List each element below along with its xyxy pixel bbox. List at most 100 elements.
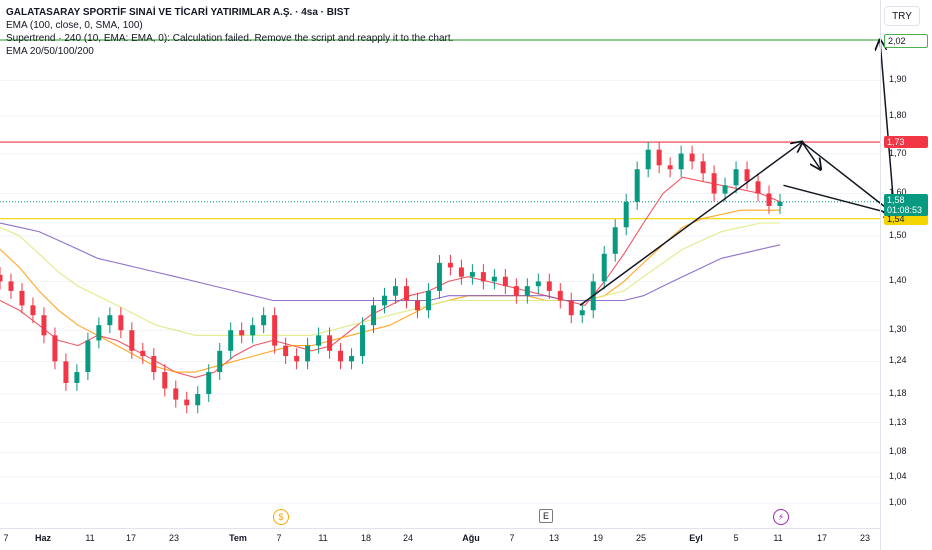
x-tick-label: 19: [592, 533, 604, 543]
candle-body: [425, 290, 431, 311]
x-tick-label: 7: [3, 533, 9, 543]
x-tick-label: 11: [318, 533, 328, 543]
candle-body: [513, 286, 519, 296]
series-line-ema-50: [0, 209, 780, 373]
candle-body: [568, 300, 574, 316]
candle-body: [206, 372, 212, 395]
x-tick-label: Ağu: [462, 533, 480, 543]
candle-body: [294, 356, 300, 362]
candle-body: [667, 165, 673, 170]
indicator-supertrend-label[interactable]: Supertrend · 240 (10, EMA: EMA, 0): Calc…: [6, 33, 454, 44]
candle-body: [63, 361, 69, 383]
candle-body: [19, 290, 25, 306]
candle-body: [689, 153, 695, 162]
candle-body: [557, 290, 563, 301]
candle-body: [0, 274, 3, 282]
candle-body: [217, 350, 223, 373]
y-tick-label: 1,80: [889, 109, 907, 120]
candle-body: [403, 286, 409, 301]
x-tick-label: 24: [402, 533, 414, 543]
x-tick-label: Eyl: [689, 533, 703, 543]
candle-body: [195, 394, 201, 406]
y-tick-label: 1,00: [889, 497, 907, 507]
candle-body: [382, 295, 388, 306]
price-axis-divider: [880, 0, 881, 550]
y-tick-label: 1,04: [889, 471, 907, 482]
candle-body: [678, 153, 684, 170]
candle-body: [546, 281, 552, 291]
indicator-ema-multi-label[interactable]: EMA 20/50/100/200: [6, 46, 94, 57]
candle-body: [535, 281, 541, 287]
candle-body: [74, 372, 80, 383]
candle-body: [414, 300, 420, 311]
candle-body: [272, 315, 278, 346]
x-tick-label: 23: [859, 533, 871, 543]
candle-body: [623, 201, 629, 228]
candle-body: [371, 305, 377, 326]
candle-body: [579, 310, 585, 316]
candle-body: [436, 262, 442, 291]
candle-body: [491, 276, 497, 282]
candle-body: [612, 227, 618, 254]
candle-body: [85, 340, 91, 373]
candle-body: [151, 356, 157, 373]
candle-body: [305, 345, 311, 362]
x-tick-label: Haz: [34, 533, 52, 543]
candle-body: [30, 305, 36, 316]
candle-body: [8, 281, 14, 291]
x-tick-label: 17: [125, 533, 137, 543]
candle-body: [744, 169, 750, 182]
candle-body: [140, 350, 146, 357]
candle-body: [173, 388, 179, 400]
x-tick-label: Tem: [229, 533, 247, 543]
indicator-ema-label[interactable]: EMA (100, close, 0, SMA, 100): [6, 20, 143, 31]
symbol-title: GALATASARAY SPORTİF SINAİ VE TİCARİ YATI…: [6, 7, 350, 18]
candle-body: [524, 286, 530, 296]
trend-arrow: [880, 40, 896, 215]
currency-button[interactable]: TRY: [884, 6, 920, 26]
candle-body: [777, 201, 783, 206]
series-line-ema-20: [0, 176, 781, 379]
price-level-tag: 1,73: [884, 136, 928, 149]
candle-body: [392, 286, 398, 296]
x-tick-label: 23: [168, 533, 180, 543]
candle-body: [656, 149, 662, 166]
x-tick-label: 13: [548, 533, 560, 543]
candle-body: [502, 276, 508, 287]
candle-body: [601, 253, 607, 282]
candle-body: [755, 181, 761, 194]
candle-body: [722, 185, 728, 194]
y-tick-label: 1,60: [889, 187, 907, 198]
candle-body: [447, 262, 453, 268]
candle-body: [360, 325, 366, 357]
x-tick-label: 18: [360, 533, 372, 543]
candle-body: [645, 149, 651, 170]
candle-body: [700, 161, 706, 174]
series-line-ema-100: [0, 222, 780, 336]
candle-body: [458, 267, 464, 277]
trend-arrow: [579, 142, 802, 306]
y-tick-label: 1,13: [889, 416, 907, 427]
candle-body: [261, 315, 267, 326]
candle-body: [349, 356, 355, 362]
candle-body: [41, 315, 47, 336]
candle-body: [469, 272, 475, 277]
earnings-event-icon[interactable]: E: [539, 509, 553, 523]
candle-body: [250, 325, 256, 336]
x-tick-label: 7: [509, 533, 515, 543]
candle-body: [52, 335, 58, 362]
last-price-tag: 1,58 01:08:53: [884, 193, 928, 216]
candle-body: [634, 169, 640, 202]
y-tick-label: 1,30: [889, 324, 907, 335]
last-price-value: 1,58: [887, 194, 905, 205]
split-event-icon[interactable]: ⚡: [773, 509, 789, 525]
candle-body: [184, 399, 190, 406]
candle-body: [766, 193, 772, 206]
candle-body: [480, 272, 486, 282]
y-tick-label: 1,18: [889, 388, 907, 398]
dividend-event-icon[interactable]: $: [273, 509, 289, 525]
price-level-tag: 2,02: [884, 34, 928, 48]
bar-countdown: 01:08:53: [887, 204, 923, 215]
candle-body: [316, 335, 322, 346]
